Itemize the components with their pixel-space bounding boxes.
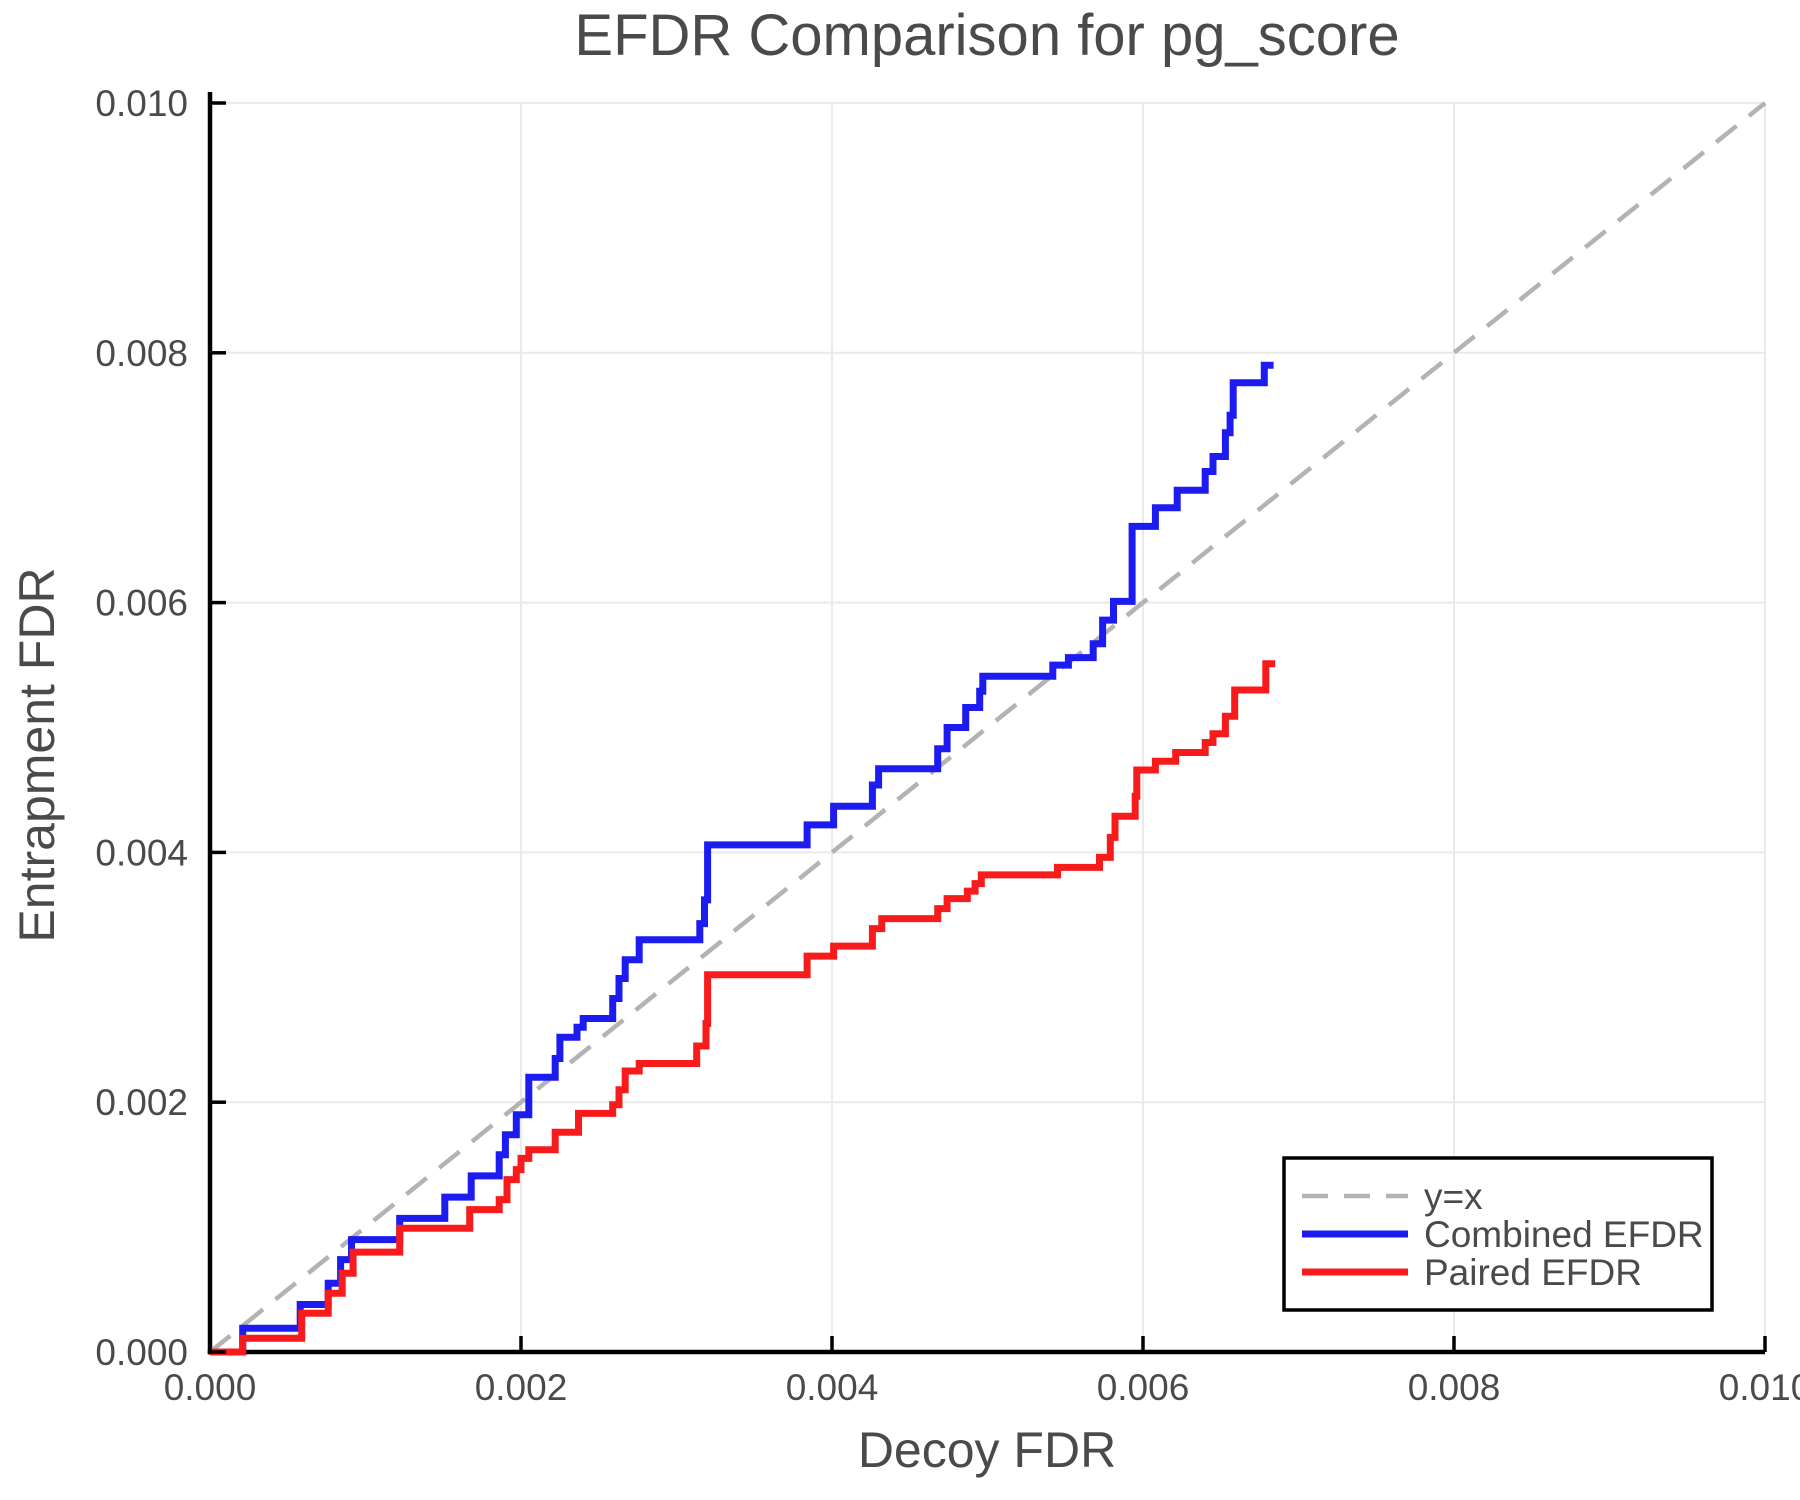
y-axis-label: Entrapment FDR <box>9 567 65 942</box>
y-tick-label: 0.002 <box>95 1082 188 1123</box>
x-tick-label: 0.008 <box>1408 1367 1501 1408</box>
x-tick-label: 0.004 <box>786 1367 879 1408</box>
legend: y=x Combined EFDR Paired EFDR <box>1282 1156 1714 1312</box>
x-tick-label: 0.000 <box>164 1367 257 1408</box>
legend-label-yx: y=x <box>1424 1176 1483 1217</box>
x-tick-label: 0.010 <box>1719 1367 1800 1408</box>
tick-layer: 0.000 0.002 0.004 0.006 0.008 0.010 0.000 0.002… <box>95 83 1800 1408</box>
combined-efdr-line <box>210 361 1274 1356</box>
chart-title: EFDR Comparison for pg_score <box>574 3 1399 68</box>
y-tick-label: 0.010 <box>95 83 188 124</box>
x-axis-label: Decoy FDR <box>858 1422 1116 1478</box>
y-x-line <box>208 101 1767 1354</box>
x-tick-label: 0.002 <box>475 1367 568 1408</box>
y-tick-label: 0.006 <box>95 583 188 624</box>
axes-spines <box>207 92 1765 1355</box>
legend-label-combined: Combined EFDR <box>1424 1214 1704 1255</box>
y-tick-label: 0.000 <box>95 1332 188 1373</box>
legend-label-paired: Paired EFDR <box>1424 1252 1642 1293</box>
y-tick-label: 0.004 <box>95 832 188 873</box>
series-layer <box>208 101 1767 1356</box>
paired-efdr-line <box>210 660 1276 1356</box>
y-tick-label: 0.008 <box>95 333 188 374</box>
x-tick-label: 0.006 <box>1097 1367 1190 1408</box>
grid-layer <box>210 102 1766 1352</box>
